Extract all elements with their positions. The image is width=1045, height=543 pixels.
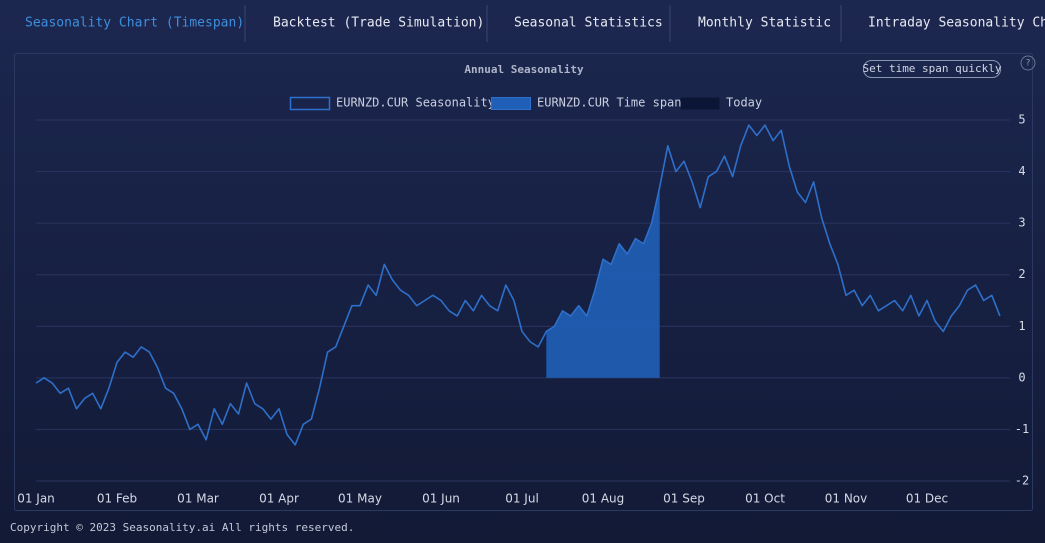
x-tick-label: 01 May bbox=[338, 492, 382, 506]
tab-bar: Seasonality Chart (Timespan) Backtest (T… bbox=[25, 5, 1045, 42]
tab[interactable]: Seasonality Chart (Timespan) bbox=[25, 16, 244, 31]
x-tick-label: 01 Jun bbox=[422, 492, 460, 506]
y-tick-label: 0 bbox=[1018, 370, 1025, 384]
tab[interactable]: Seasonal Statistics bbox=[514, 16, 663, 31]
x-tick-label: 01 Dec bbox=[906, 492, 948, 506]
x-tick-label: 01 Sep bbox=[663, 492, 705, 506]
y-tick-label: 5 bbox=[1018, 113, 1025, 127]
line bbox=[35, 124, 1001, 446]
legend-swatch bbox=[680, 97, 720, 110]
legend-swatch bbox=[491, 97, 531, 110]
button[interactable] bbox=[863, 60, 1001, 78]
x-tick-label: 01 Aug bbox=[582, 492, 625, 506]
tab[interactable]: Intraday Seasonality Chart bbox=[868, 16, 1045, 31]
y-tick-label: 3 bbox=[1018, 216, 1025, 230]
legend-swatch bbox=[289, 96, 331, 111]
legend-label: EURNZD.CUR Seasonality bbox=[336, 96, 495, 110]
footer: Copyright © 2023 Seasonality.ai All righ… bbox=[10, 521, 354, 534]
chart-panel bbox=[14, 53, 1033, 511]
x-tick-label: 01 Nov bbox=[825, 492, 868, 506]
y-tick-label: 4 bbox=[1018, 164, 1025, 178]
button-label[interactable]: Set time span quickly bbox=[862, 62, 1001, 75]
x-tick-label: 01 Oct bbox=[745, 492, 785, 506]
x-tick-label: 01 Feb bbox=[97, 492, 137, 506]
help-icon[interactable] bbox=[1020, 55, 1036, 71]
y-tick-label: 1 bbox=[1018, 319, 1025, 333]
y-tick-label: 2 bbox=[1018, 267, 1025, 281]
x-tick-label: 01 Apr bbox=[259, 492, 299, 506]
plot: -2 -1 0 1 2 3 4 5 01 Jan 01 Feb 01 Mar 01 Apr 01 May… bbox=[17, 96, 1029, 506]
x-tick-label: 01 Mar bbox=[177, 492, 219, 506]
help-label[interactable]: ? bbox=[1025, 59, 1030, 69]
legend-label: Today bbox=[726, 96, 762, 110]
tab[interactable]: Monthly Statistic bbox=[698, 16, 831, 31]
legend-label: EURNZD.CUR Time span bbox=[537, 96, 682, 110]
tab[interactable]: Backtest (Trade Simulation) bbox=[273, 16, 484, 31]
x-tick-label: 01 Jan bbox=[17, 492, 55, 506]
area bbox=[546, 187, 660, 378]
y-tick-label: -2 bbox=[1015, 474, 1029, 488]
x-tick-label: 01 Jul bbox=[505, 492, 539, 506]
y-tick-label: -1 bbox=[1015, 422, 1029, 436]
chart-title: Annual Seasonality bbox=[464, 63, 584, 76]
